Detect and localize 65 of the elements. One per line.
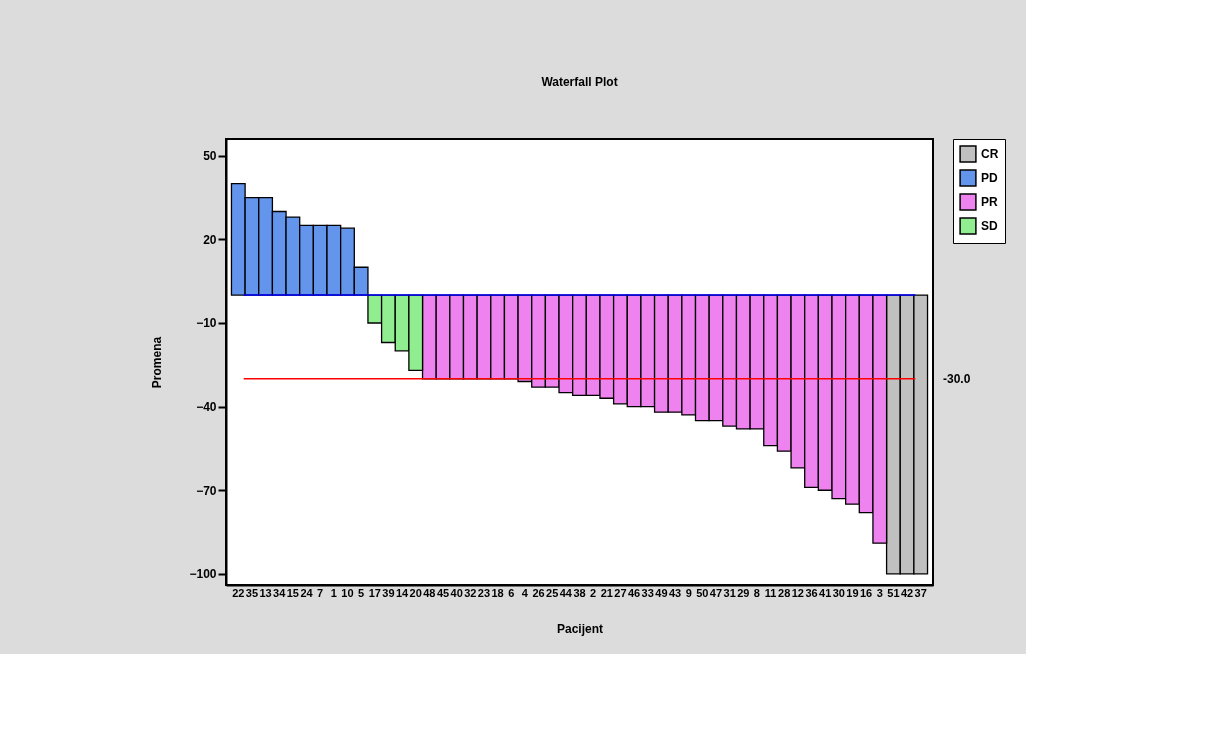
x-tick-label: 21 (600, 586, 613, 599)
x-tick-label: 35 (245, 586, 259, 599)
y-tick-label: −100 (189, 567, 217, 582)
y-tick-label: −10 (196, 316, 217, 331)
x-tick-label: 45 (436, 586, 450, 599)
x-tick-label: 38 (573, 586, 586, 599)
ref-line-label: -30.0 (943, 371, 971, 386)
x-tick-label: 8 (753, 586, 760, 599)
x-tick-label: 46 (627, 586, 641, 599)
x-tick-label: 33 (641, 586, 654, 599)
x-tick-label: 1 (330, 586, 337, 599)
y-tick-label: −40 (196, 400, 217, 415)
x-tick-label: 42 (900, 586, 914, 599)
chart-title: Waterfall Plot (541, 74, 618, 89)
x-tick-label: 28 (778, 586, 791, 599)
x-tick-label: 23 (477, 586, 491, 599)
x-tick-label: 49 (655, 586, 668, 599)
legend-label: PR (981, 195, 998, 209)
x-tick-label: 34 (273, 586, 287, 599)
x-tick-label: 7 (317, 586, 324, 599)
x-tick-label: 48 (423, 586, 436, 599)
x-tick-label: 31 (723, 586, 736, 599)
x-tick-label: 47 (709, 586, 723, 599)
legend-label: PD (981, 171, 998, 185)
x-tick-label: 44 (559, 586, 573, 599)
x-tick-label: 12 (791, 586, 804, 599)
x-tick-label: 17 (368, 586, 381, 599)
y-tick-label: 50 (203, 149, 217, 164)
x-tick-label: 10 (341, 586, 354, 599)
x-tick-label: 4 (521, 586, 529, 599)
x-tick-label: 14 (395, 586, 410, 599)
y-tick-label: 20 (203, 232, 217, 247)
x-tick-label: 36 (805, 586, 818, 599)
x-tick-label: 43 (668, 586, 682, 599)
legend-label: SD (981, 219, 998, 233)
x-tick-label: 18 (491, 586, 504, 599)
x-tick-label: 6 (508, 586, 515, 599)
x-tick-label: 9 (685, 586, 692, 599)
x-tick-label: 25 (546, 586, 559, 599)
x-tick-label: 13 (259, 586, 272, 599)
x-tick-label: 19 (846, 586, 859, 599)
x-tick-label: 20 (409, 586, 422, 599)
x-tick-label: 26 (532, 586, 545, 599)
x-tick-label: 22 (232, 586, 245, 599)
y-tick-label: −70 (196, 483, 217, 498)
x-axis-title: Pacijent (556, 621, 604, 636)
x-tick-label: 41 (819, 586, 832, 599)
x-tick-label: 15 (286, 586, 299, 599)
x-tick-label: 29 (737, 586, 750, 599)
x-tick-label: 27 (614, 586, 627, 599)
x-tick-label: 51 (887, 586, 900, 599)
x-tick-label: 2 (590, 586, 597, 599)
x-tick-label: 16 (860, 586, 873, 599)
x-tick-label: 11 (764, 586, 777, 599)
legend-label: CR (981, 147, 999, 161)
x-tick-label: 40 (450, 586, 463, 599)
x-tick-label: 24 (300, 586, 314, 599)
x-tick-label: 50 (696, 586, 709, 599)
x-tick-label: 32 (464, 586, 477, 599)
x-tick-label: 3 (876, 586, 883, 599)
y-axis-title: Promena (150, 336, 165, 389)
x-tick-label: 5 (358, 586, 365, 599)
x-tick-label: 30 (832, 586, 845, 599)
x-tick-label: 37 (914, 586, 927, 599)
x-tick-label: 39 (382, 586, 395, 599)
